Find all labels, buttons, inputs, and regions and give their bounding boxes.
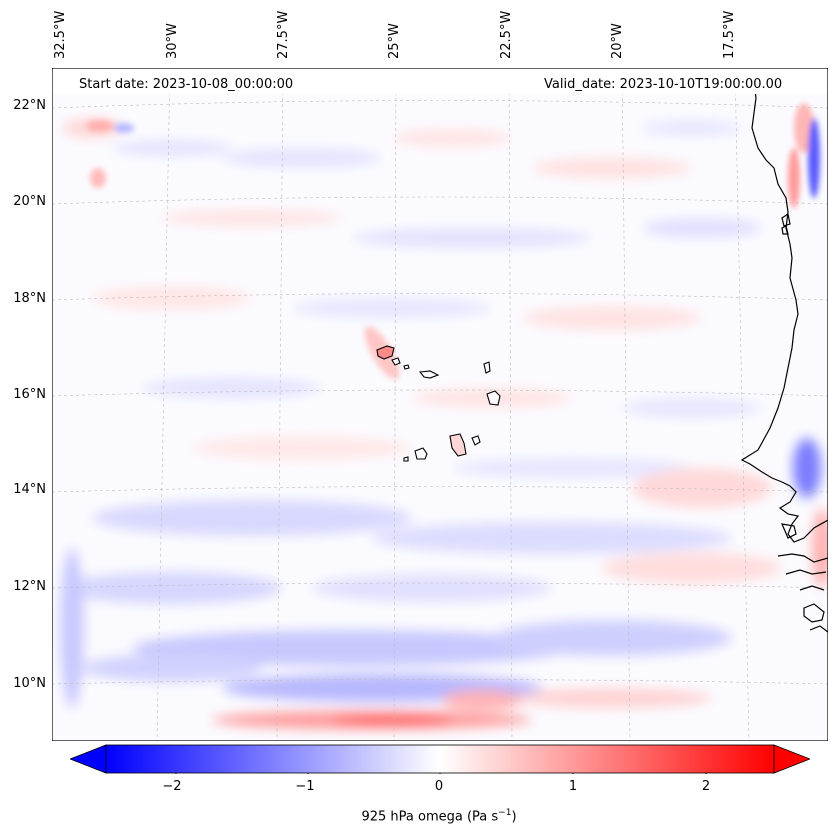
- lon-label-25w: 25°W: [387, 23, 402, 59]
- start-date-label: Start date: 2023-10-08_00:00:00: [79, 77, 294, 92]
- colorbar-label-close: ): [511, 809, 517, 825]
- lat-label-22n: 22°N: [13, 98, 46, 113]
- colorbar-tick-minus-2: −2: [162, 779, 182, 794]
- valid-date-label: Valid_date: 2023-10-10T19:00:00.00: [544, 77, 783, 92]
- omega-contour-fill: [60, 118, 828, 729]
- colorbar-label: 925 hPa omega (Pa s−1): [361, 808, 516, 824]
- lat-label-14n: 14°N: [13, 482, 46, 497]
- lon-label-27-5w: 27.5°W: [276, 10, 291, 59]
- lat-label-10n: 10°N: [13, 676, 46, 691]
- lat-label-16n: 16°N: [13, 387, 46, 402]
- colorbar-label-exponent: −1: [498, 808, 512, 818]
- colorbar-tick-1: 1: [568, 779, 578, 794]
- colorbar-extend-min: [70, 744, 107, 774]
- graticule: [52, 68, 828, 741]
- lon-label-17-5w: 17.5°W: [722, 10, 737, 59]
- colorbar-tick-minus-1: −1: [295, 779, 315, 794]
- omega-field-map: [52, 68, 828, 741]
- lon-label-32-5w: 32.5°W: [53, 10, 68, 59]
- colorbar-label-main: 925 hPa omega (Pa s: [361, 809, 499, 825]
- lon-label-22-5w: 22.5°W: [499, 10, 514, 59]
- cape-verde-islands: [376, 345, 501, 462]
- african-coastline: [740, 68, 828, 633]
- colorbar-tick-2: 2: [701, 779, 711, 794]
- colorbar: [70, 744, 810, 774]
- lon-label-30w: 30°W: [165, 23, 180, 59]
- lat-label-20n: 20°N: [13, 194, 46, 209]
- lat-label-12n: 12°N: [13, 579, 46, 594]
- map-panel: [52, 68, 828, 741]
- colorbar-tick-0: 0: [434, 779, 444, 794]
- lat-label-18n: 18°N: [13, 291, 46, 306]
- colorbar-extend-max: [773, 744, 810, 774]
- colorbar-ticks: [175, 773, 707, 774]
- colorbar-gradient: [105, 744, 775, 774]
- lon-label-20w: 20°W: [610, 23, 625, 59]
